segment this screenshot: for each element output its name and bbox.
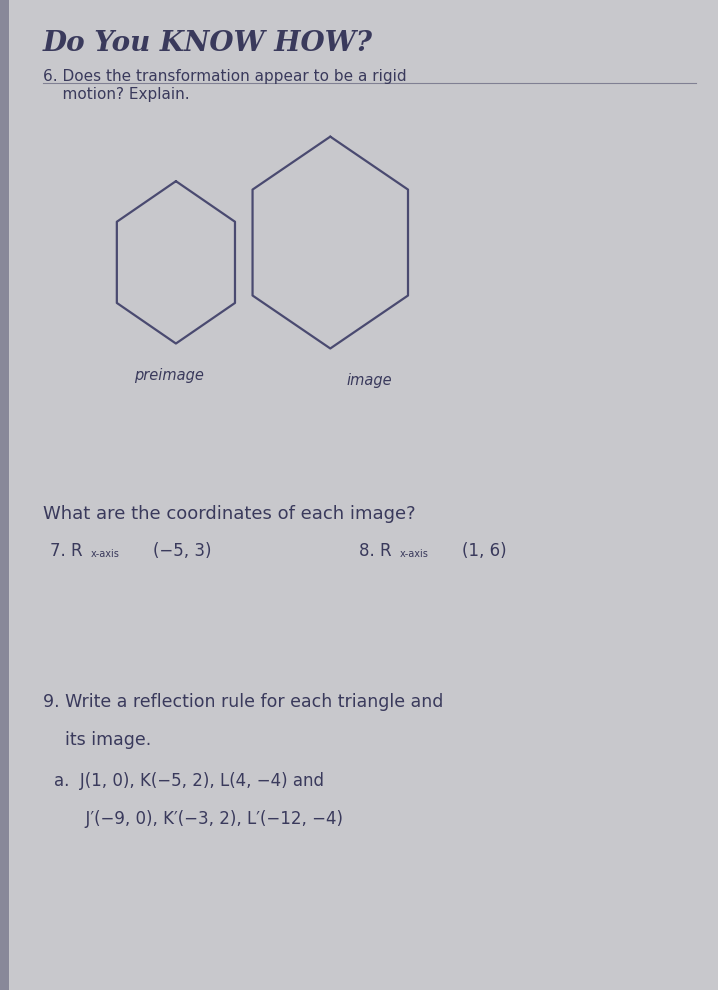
Text: motion? Explain.: motion? Explain. bbox=[43, 87, 190, 102]
Text: Do You KNOW HOW?: Do You KNOW HOW? bbox=[43, 30, 373, 56]
Text: x-axis: x-axis bbox=[400, 549, 429, 559]
Text: 9. Write a reflection rule for each triangle and: 9. Write a reflection rule for each tria… bbox=[43, 693, 444, 711]
Text: What are the coordinates of each image?: What are the coordinates of each image? bbox=[43, 505, 416, 523]
Text: J′(−9, 0), K′(−3, 2), L′(−12, −4): J′(−9, 0), K′(−3, 2), L′(−12, −4) bbox=[54, 810, 343, 828]
Bar bbox=[0, 0, 9, 990]
Text: image: image bbox=[347, 373, 393, 388]
Text: its image.: its image. bbox=[43, 731, 151, 748]
Text: (1, 6): (1, 6) bbox=[462, 542, 506, 559]
Text: 8. R: 8. R bbox=[359, 542, 391, 559]
Text: 6. Does the transformation appear to be a rigid: 6. Does the transformation appear to be … bbox=[43, 69, 406, 84]
Text: x-axis: x-axis bbox=[91, 549, 120, 559]
Text: 7. R: 7. R bbox=[50, 542, 83, 559]
Text: (−5, 3): (−5, 3) bbox=[153, 542, 211, 559]
Text: a.  J(1, 0), K(−5, 2), L(4, −4) and: a. J(1, 0), K(−5, 2), L(4, −4) and bbox=[54, 772, 324, 790]
Text: preimage: preimage bbox=[134, 368, 204, 383]
